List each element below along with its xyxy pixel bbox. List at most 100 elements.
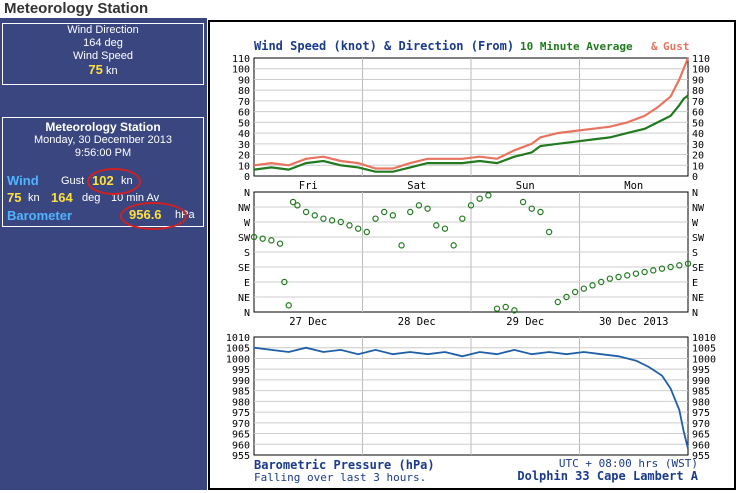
y-tick-label-left: N: [244, 308, 250, 319]
y-tick-label-right: 1000: [692, 354, 716, 365]
direction-point: [589, 282, 596, 289]
y-tick-label-right: 60: [692, 108, 704, 119]
direction-point: [372, 215, 379, 222]
y-tick-label-right: 30: [692, 140, 704, 151]
y-tick-label-left: 100: [232, 65, 250, 76]
barometer-highlight-ring: [120, 202, 187, 230]
direction-point: [632, 270, 640, 277]
avg-period-label: 10 min Av: [111, 192, 160, 204]
y-tick-label-right: 110: [692, 54, 710, 65]
direction-point: [624, 272, 631, 279]
y-tick-label-left: 975: [232, 408, 250, 419]
y-tick-label-left: 970: [232, 419, 250, 430]
direction-point: [346, 222, 353, 229]
y-tick-label-left: E: [244, 278, 250, 289]
direction-point: [658, 265, 666, 272]
x-day-label: Fri: [299, 180, 318, 192]
y-tick-label-left: 1000: [226, 354, 250, 365]
direction-point: [598, 278, 605, 286]
wind-label: Wind: [7, 173, 39, 188]
y-tick-label-right: 960: [692, 440, 710, 451]
y-tick-label-left: SE: [238, 263, 250, 274]
direction-point: [250, 233, 258, 241]
y-tick-label-left: 40: [238, 129, 250, 140]
x-axis-labels: Fri Sat Sun Mon 27 Dec 28 Dec 29 Dec 30 Dec 201…: [289, 180, 668, 328]
y-tick-label-left: 110: [232, 54, 250, 65]
avg-dir-unit: deg: [82, 192, 101, 204]
y-tick-label-right: 10: [692, 161, 704, 172]
direction-point: [337, 218, 344, 226]
gust-line: [253, 57, 690, 170]
chart-frame: Wind Speed (knot) & Direction (From) 10 …: [208, 20, 736, 490]
y-tick-label-right: 975: [692, 408, 710, 419]
direction-point: [606, 275, 614, 282]
x-day-label: Sat: [407, 180, 426, 192]
y-tick-label-right: SE: [692, 263, 704, 274]
timezone-label: UTC + 08:00 hrs (WST): [559, 457, 698, 470]
legend-and: &: [651, 40, 658, 53]
series-marks: [250, 57, 692, 449]
sidebar: [0, 18, 207, 490]
direction-point: [285, 302, 292, 309]
y-tick-label-left: W: [244, 218, 251, 229]
direction-point: [415, 202, 423, 209]
avg-speed-unit: kn: [28, 192, 40, 204]
direction-point: [485, 192, 492, 199]
pressure-line: [253, 346, 689, 449]
y-tick-label-right: 985: [692, 387, 710, 398]
direction-point: [424, 205, 431, 212]
direction-point: [519, 198, 527, 206]
direction-point: [459, 215, 466, 222]
direction-point: [554, 298, 561, 306]
direction-point: [407, 208, 414, 216]
station-box: Meteorology Station Monday, 30 December …: [2, 117, 204, 230]
direction-point: [302, 208, 310, 216]
direction-point: [433, 222, 440, 229]
page-title: Meteorology Station: [4, 0, 149, 17]
y-tick-label-left: NE: [238, 293, 250, 304]
y-tick-label-left: 960: [232, 440, 250, 451]
direction-point: [467, 202, 475, 209]
x-day-label: 27 Dec: [289, 316, 327, 328]
y-tick-label-left: S: [244, 248, 250, 259]
y-tick-label-right: 955: [692, 451, 710, 462]
y-tick-label-right: 70: [692, 97, 704, 108]
y-tick-label-left: 1010: [226, 333, 250, 344]
y-tick-label-left: 70: [238, 97, 250, 108]
x-day-label: 30 Dec 2013: [599, 316, 669, 328]
y-tick-label-left: 955: [232, 451, 250, 462]
station-date: Monday, 30 December 2013: [34, 134, 172, 146]
wind-speed-unit: kn: [105, 65, 118, 77]
y-tick-label-right: 100: [692, 65, 710, 76]
direction-point: [528, 205, 535, 212]
direction-point: [563, 293, 570, 301]
direction-point: [650, 267, 657, 274]
station-name: Dolphin 33 Cape Lambert A: [517, 469, 698, 483]
avg-dir-value: 164: [51, 190, 73, 205]
y-tick-label-right: N: [692, 188, 698, 199]
direction-point: [294, 202, 301, 209]
direction-point: [259, 235, 266, 242]
station-time: 9:56:00 PM: [74, 147, 132, 159]
y-tick-label-left: SW: [238, 233, 251, 244]
direction-point: [571, 288, 579, 296]
direction-point: [667, 263, 674, 271]
direction-point: [311, 212, 318, 219]
grid-lines: [254, 58, 688, 455]
wind-direction-label: Wind Direction: [67, 24, 139, 36]
x-day-label: Mon: [624, 180, 643, 192]
direction-point: [545, 228, 553, 236]
pressure-subtitle: Falling over last 3 hours.: [254, 471, 426, 484]
direction-point: [476, 195, 483, 202]
y-tick-label-left: 90: [238, 75, 250, 86]
direction-point: [281, 278, 288, 286]
y-tick-label-left: 965: [232, 430, 250, 441]
y-tick-label-right: N: [692, 308, 698, 319]
direction-point: [268, 237, 275, 244]
direction-point: [537, 208, 544, 216]
direction-point: [320, 215, 327, 222]
y-tick-label-right: 980: [692, 397, 710, 408]
y-tick-label-left: 985: [232, 387, 250, 398]
direction-point: [450, 242, 457, 249]
y-tick-label-left: 0: [244, 172, 250, 183]
